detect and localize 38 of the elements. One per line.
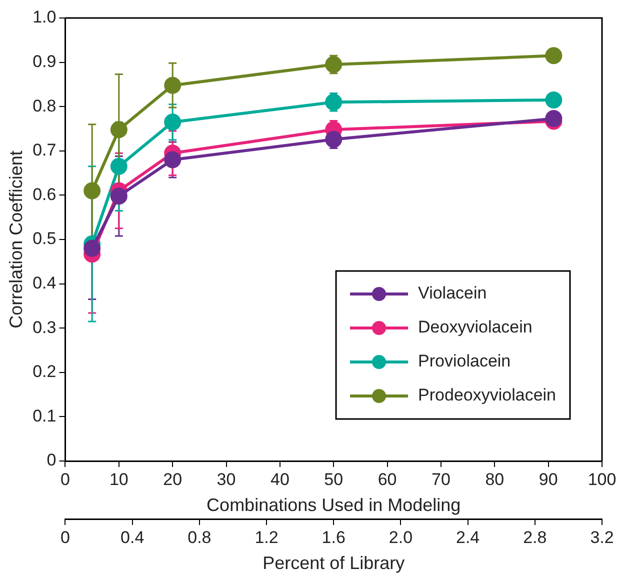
x-tick-label: 70 — [432, 470, 450, 489]
legend-label: Deoxyviolacein — [418, 318, 532, 337]
y-tick-label: 0.1 — [32, 406, 56, 426]
x2-tick-label: 2.8 — [523, 528, 547, 547]
x2-axis-title: Percent of Library — [262, 553, 405, 574]
x-tick-label: 0 — [60, 470, 70, 489]
x2-tick-label: 1.6 — [322, 528, 346, 547]
x-tick-label: 20 — [163, 470, 182, 489]
y-tick-label: 0.4 — [32, 273, 56, 292]
x2-tick-label: 0.4 — [120, 528, 144, 547]
legend-label: Prodeoxyviolacein — [418, 386, 556, 405]
x-tick-label: 10 — [109, 470, 128, 489]
y-tick-label: 1.0 — [32, 8, 56, 27]
y-tick-label: 0.8 — [32, 96, 56, 116]
legend-label: Proviolacein — [418, 352, 511, 371]
x-axis-title: Combinations Used in Modeling — [206, 495, 461, 516]
x2-tick-label: 3.2 — [590, 528, 614, 547]
y-tick-label: 0.5 — [32, 229, 56, 248]
x-tick-label: 80 — [485, 470, 504, 489]
x2-tick-label: 2.0 — [388, 528, 413, 547]
x-tick-label: 40 — [270, 470, 290, 489]
y-tick-label: 0 — [46, 450, 56, 470]
x-tick-label: 90 — [538, 470, 558, 489]
y-tick-label: 0.7 — [32, 140, 56, 160]
x2-tick-label: 2.4 — [456, 528, 480, 547]
x-tick-label: 60 — [378, 470, 397, 489]
y-tick-label: 0.3 — [32, 318, 56, 337]
x2-tick-label: 0 — [60, 528, 70, 547]
x-tick-label: 30 — [216, 470, 236, 489]
legend-label: Violacein — [418, 284, 487, 303]
x-tick-label: 50 — [324, 470, 344, 489]
y-tick-label: 0.9 — [32, 52, 56, 71]
y-tick-label: 0.6 — [32, 184, 56, 204]
x2-tick-label: 0.8 — [188, 528, 212, 547]
x-tick-label: 100 — [588, 470, 616, 489]
x2-tick-label: 1.2 — [254, 528, 278, 547]
y-tick-label: 0.2 — [32, 362, 56, 382]
y-axis-title: Correlation Coefficient — [6, 150, 26, 328]
